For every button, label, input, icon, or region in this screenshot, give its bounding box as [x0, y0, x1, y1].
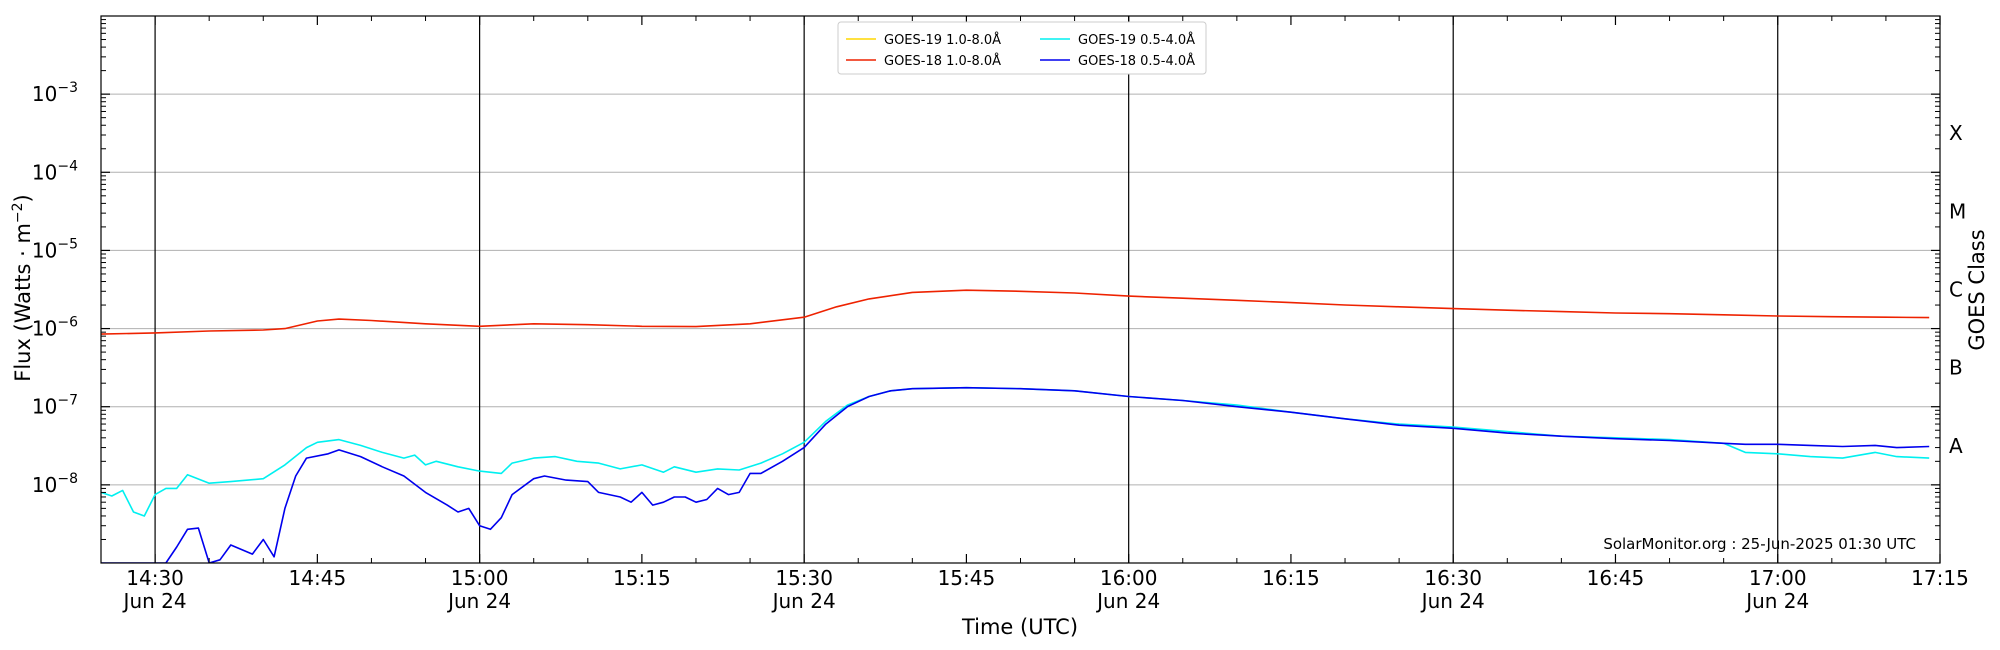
- y-tick-label: 10−7: [32, 393, 78, 419]
- x-tick-label: 15:45: [938, 566, 996, 590]
- x-tick-label: 16:45: [1587, 566, 1645, 590]
- goes-class-label: M: [1949, 199, 1966, 223]
- legend-label: GOES-18 0.5-4.0Å: [1078, 53, 1195, 69]
- legend-label: GOES-18 1.0-8.0Å: [884, 53, 1001, 69]
- x-tick-sublabel: Jun 24: [446, 589, 511, 613]
- series-line: [100, 386, 1930, 517]
- x-tick-label: 14:30: [126, 566, 184, 590]
- series-line: [100, 289, 1930, 335]
- y-tick-label: 10−4: [32, 158, 78, 184]
- legend: GOES-19 1.0-8.0Å GOES-18 1.0-8.0Å GOES-19 …: [837, 21, 1207, 75]
- x-tick-sublabel: Jun 24: [771, 589, 836, 613]
- legend-label: GOES-19 0.5-4.0Å: [1078, 32, 1195, 48]
- x-tick-label: 16:15: [1262, 566, 1320, 590]
- x-tick-label: 15:15: [613, 566, 671, 590]
- y-axis-title: Flux (Watts · m−2): [10, 194, 35, 382]
- x-tick-label: 17:00: [1749, 566, 1807, 590]
- x-tick-sublabel: Jun 24: [1744, 589, 1809, 613]
- x-tick-sublabel: Jun 24: [122, 589, 187, 613]
- goes-class-label: X: [1949, 121, 1963, 145]
- y-tick-label: 10−5: [32, 236, 78, 262]
- left-mask: [0, 0, 101, 563]
- x-tick-label: 17:15: [1911, 566, 1969, 590]
- x-tick-label: 15:00: [451, 566, 509, 590]
- bottom-mask: [0, 563, 2000, 650]
- x-tick-label: 16:30: [1424, 566, 1482, 590]
- series-layer: [100, 289, 1930, 564]
- credit-text: SolarMonitor.org : 25-Jun-2025 01:30 UTC: [1603, 535, 1916, 553]
- y-tick-label: 10−3: [32, 80, 78, 106]
- legend-label: GOES-19 1.0-8.0Å: [884, 32, 1001, 48]
- x-tick-sublabel: Jun 24: [1420, 589, 1485, 613]
- x-axis-title: Time (UTC): [961, 615, 1078, 639]
- grid-layer: [101, 16, 1940, 563]
- plot-frame: [100, 15, 1941, 564]
- y-tick-label: 10−8: [32, 471, 78, 497]
- right-axis-title: GOES Class: [1965, 229, 1989, 350]
- goes-class-label: B: [1949, 356, 1963, 380]
- series-line: [101, 386, 1930, 564]
- goes-class-label: A: [1949, 434, 1963, 458]
- x-tick-label: 15:30: [775, 566, 833, 590]
- y-tick-label: 10−6: [32, 315, 78, 341]
- legend-box: [837, 21, 1207, 75]
- x-tick-label: 16:00: [1100, 566, 1158, 590]
- x-tick-sublabel: Jun 24: [1095, 589, 1160, 613]
- x-tick-label: 14:45: [289, 566, 347, 590]
- goes-class-label: C: [1949, 278, 1963, 302]
